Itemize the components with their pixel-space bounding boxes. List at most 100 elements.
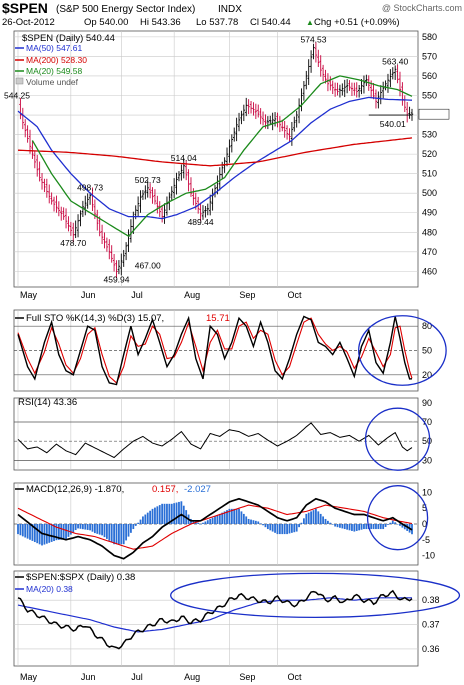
ratio-line: [17, 589, 413, 650]
macd-histogram-bar: [252, 520, 255, 524]
macd-histogram-bar: [317, 511, 320, 524]
macd-histogram-bar: [151, 508, 154, 524]
macd-histogram-bar: [168, 503, 171, 524]
macd-histogram-bar: [245, 516, 248, 524]
sto-legend: Full STO %K(14,3) %D(3) 15.07, 15.71: [15, 313, 230, 324]
macd-histogram-bar: [41, 524, 43, 546]
macd-histogram-bar: [363, 524, 365, 530]
y-tick-label: 570: [422, 51, 437, 61]
chart-date: 26-Oct-2012: [2, 17, 55, 28]
y-tick-label: -10: [422, 551, 435, 561]
y-tick-label: 90: [422, 398, 432, 408]
legend-ma50: MA(50) 547.61: [26, 43, 82, 53]
macd-histogram-bar: [79, 524, 82, 529]
legend-sto-d: 15.71: [206, 313, 230, 324]
macd-histogram-bar: [360, 524, 363, 530]
macd-histogram-bar: [384, 524, 387, 527]
macd-histogram-bar: [331, 524, 334, 525]
legend-signal: 0.157,: [152, 484, 178, 495]
macd-histogram-bar: [120, 524, 123, 545]
price-data-label: 498.73: [77, 183, 103, 193]
macd-histogram-bar: [142, 516, 144, 524]
macd-histogram-bar: [156, 506, 159, 524]
macd-histogram-bar: [266, 524, 269, 530]
macd-histogram-bar: [214, 516, 216, 524]
legend-macd: MACD(12,26,9) -1.870,: [26, 484, 124, 495]
month-label: Jun: [81, 290, 96, 300]
macd-histogram-bar: [206, 520, 209, 524]
macd-histogram-bar: [67, 524, 70, 537]
macd-histogram-bar: [65, 524, 67, 540]
macd-histogram-bar: [77, 524, 79, 529]
macd-histogram-bar: [387, 524, 389, 525]
macd-histogram-bar: [158, 505, 161, 524]
macd-histogram-bar: [278, 524, 281, 535]
macd-histogram-bar: [209, 518, 212, 524]
legend-ratio-ma: MA(20) 0.38: [26, 584, 73, 594]
macd-histogram-bar: [286, 524, 288, 535]
macd-histogram-bar: [242, 513, 245, 524]
macd-histogram-bar: [351, 524, 353, 531]
macd-histogram-bar: [170, 503, 173, 524]
macd-histogram-bar: [62, 524, 65, 540]
macd-histogram-bar: [105, 524, 108, 539]
month-label: May: [20, 290, 38, 300]
highlight-ellipse: [366, 485, 429, 551]
macd-histogram-bar: [353, 524, 356, 532]
macd-histogram-bar: [281, 524, 284, 535]
y-tick-label: 470: [422, 247, 437, 257]
y-tick-label: 10: [422, 487, 432, 497]
month-label: Aug: [184, 290, 200, 300]
macd-histogram-bar: [72, 524, 75, 533]
ratio-panel-title: $SPEN:$SPX (Daily) 0.38: [26, 572, 135, 583]
macd-histogram-bar: [310, 511, 312, 524]
macd-histogram-bar: [173, 503, 176, 524]
macd-histogram-bar: [396, 524, 399, 525]
rsi-line: [17, 422, 413, 459]
macd-histogram-bar: [257, 521, 260, 524]
ma20-line: [31, 75, 413, 238]
macd-histogram-bar: [149, 510, 152, 524]
chart-symbol: $SPEN: [2, 0, 48, 16]
y-tick-label: 5: [422, 503, 427, 513]
highlight-ellipse: [170, 572, 461, 619]
macd-histogram-bar: [24, 524, 27, 538]
month-label: Sep: [239, 672, 255, 682]
price-data-label: 540.01: [380, 119, 406, 129]
macd-histogram-bar: [312, 510, 315, 524]
month-label: Jun: [81, 672, 96, 682]
macd-histogram-bar: [125, 524, 128, 541]
macd-histogram-bar: [295, 524, 298, 532]
macd-histogram-bar: [36, 524, 39, 544]
macd-histogram-bar: [38, 524, 41, 545]
macd-histogram-bar: [180, 501, 183, 524]
ratio-legend: $SPEN:$SPX (Daily) 0.38 MA(20) 0.38: [15, 572, 135, 594]
macd-histogram-bar: [375, 524, 377, 530]
legend-hist: -2.027: [184, 484, 211, 495]
macd-histogram-bar: [274, 524, 276, 533]
macd-line: [17, 497, 413, 560]
macd-histogram-bar: [300, 522, 303, 524]
macd-histogram-bar: [394, 522, 397, 524]
sto-d-line: [17, 317, 413, 384]
y-tick-label: 520: [422, 149, 437, 159]
macd-histogram-bar: [276, 524, 279, 535]
macd-histogram-bar: [197, 522, 200, 524]
macd-histogram-bar: [154, 507, 156, 524]
y-tick-label: 550: [422, 90, 437, 100]
macd-histogram-bar: [60, 524, 63, 540]
price-data-label: 478.70: [60, 238, 86, 248]
macd-histogram-bar: [115, 524, 118, 545]
legend-volume-swatch: [15, 77, 24, 85]
macd-histogram-bar: [247, 518, 250, 524]
macd-histogram-bar: [98, 524, 101, 535]
macd-histogram-bar: [31, 524, 34, 541]
month-label: Oct: [287, 672, 302, 682]
price-data-label: 467.00: [135, 261, 161, 271]
month-label: Sep: [239, 290, 255, 300]
price-legend: MA(50) 547.61 MA(200) 528.30 MA(20) 549.…: [15, 43, 87, 87]
macd-histogram-bar: [144, 514, 147, 524]
macd-histogram-bar: [240, 511, 243, 524]
macd-histogram-bar: [53, 524, 55, 542]
macd-histogram-bar: [226, 510, 228, 524]
